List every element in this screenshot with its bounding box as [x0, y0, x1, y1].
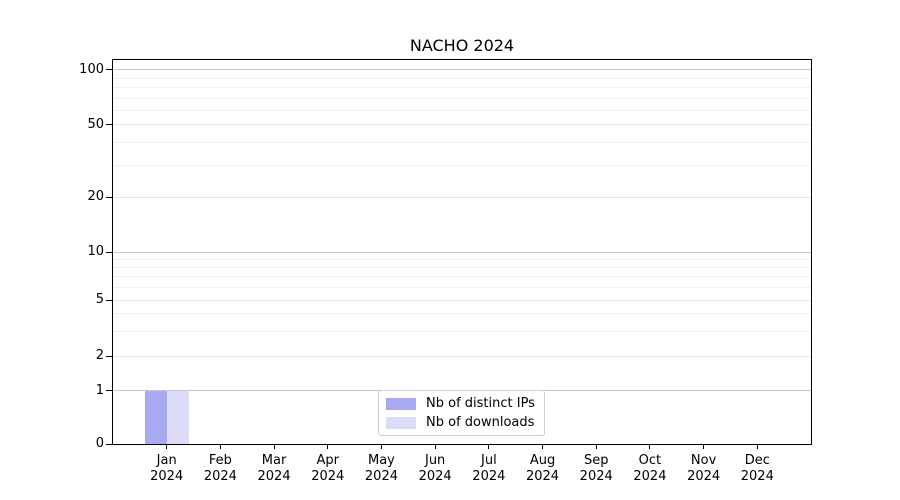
x-tick-month: Mar: [261, 453, 287, 468]
legend-swatch: [386, 416, 416, 429]
x-tick-mark: [380, 444, 382, 449]
x-tick-year: 2024: [472, 469, 506, 484]
x-tick-label: Aug 2024: [508, 453, 578, 485]
chart-title: NACHO 2024: [409, 36, 515, 55]
plot-area: [106, 59, 812, 449]
x-tick-month: Aug: [529, 453, 556, 468]
x-tick-year: 2024: [687, 469, 721, 484]
legend-entry: Nb of downloads: [386, 415, 535, 430]
x-tick-label: Oct 2024: [615, 453, 685, 485]
x-tick-year: 2024: [418, 469, 452, 484]
gridline-minor: [113, 87, 811, 89]
x-tick-mark: [649, 444, 651, 449]
legend-label: Nb of downloads: [426, 415, 535, 430]
x-tick-year: 2024: [257, 469, 291, 484]
x-tick-month: Nov: [690, 453, 717, 468]
x-tick-year: 2024: [633, 469, 667, 484]
legend-entry: Nb of distinct IPs: [386, 396, 535, 411]
gridline-major: [113, 124, 811, 126]
legend: Nb of distinct IPs Nb of downloads: [378, 390, 545, 436]
gridline-minor: [113, 109, 811, 111]
y-tick-mark: [106, 390, 113, 392]
x-tick-label: Jun 2024: [400, 453, 470, 485]
x-tick-year: 2024: [525, 469, 560, 484]
gridline-major: [113, 355, 811, 357]
x-tick-mark: [542, 444, 544, 449]
x-tick-mark: [703, 444, 705, 449]
x-tick-month: Oct: [638, 453, 662, 468]
x-tick-label: Mar 2024: [239, 453, 309, 485]
x-tick-year: 2024: [311, 469, 345, 484]
y-tick-mark: [106, 299, 113, 301]
gridline-minor: [113, 141, 811, 143]
gridline-minor: [113, 286, 811, 288]
y-tick-label: 20: [87, 189, 104, 204]
gridline-minor: [113, 97, 811, 99]
x-tick-label: Nov 2024: [669, 453, 739, 485]
x-tick-label: Apr 2024: [293, 453, 363, 485]
x-tick-mark: [327, 444, 329, 449]
x-tick-label: May 2024: [346, 453, 416, 485]
x-tick-label: Jan 2024: [132, 453, 202, 485]
x-tick-mark: [595, 444, 597, 449]
x-tick-year: 2024: [203, 469, 237, 484]
y-tick-mark: [106, 196, 113, 198]
legend-swatch: [386, 397, 416, 410]
x-tick-month: Apr: [316, 453, 340, 468]
x-tick-mark: [273, 444, 275, 449]
y-tick-label: 0: [95, 436, 104, 451]
x-tick-month: Sep: [583, 453, 609, 468]
x-tick-month: Dec: [744, 453, 770, 468]
x-tick-mark: [166, 444, 168, 449]
gridline-minor: [113, 330, 811, 332]
x-tick-year: 2024: [579, 469, 613, 484]
x-tick-mark: [756, 444, 758, 449]
x-tick-mark: [488, 444, 490, 449]
x-tick-month: Jan: [156, 453, 177, 468]
x-tick-label: Feb 2024: [185, 453, 255, 485]
y-tick-label: 2: [95, 347, 104, 363]
y-tick-mark: [106, 355, 113, 357]
bar-downloads: [166, 390, 189, 444]
x-tick-mark: [434, 444, 436, 449]
x-tick-month: Jun: [424, 453, 446, 468]
x-tick-month: May: [368, 453, 395, 468]
bar-distinct-ips: [144, 390, 167, 444]
gridline-minor: [113, 267, 811, 269]
gridline-major: [113, 251, 811, 253]
y-tick-label: 10: [87, 244, 104, 260]
gridline-minor: [113, 259, 811, 261]
gridline-minor: [113, 276, 811, 278]
gridline-minor: [113, 313, 811, 315]
x-tick-month: Jul: [481, 453, 497, 468]
y-tick-label: 100: [79, 61, 104, 77]
y-tick-mark: [106, 124, 113, 126]
y-tick-mark: [106, 443, 113, 445]
gridline-minor: [113, 164, 811, 166]
x-tick-label: Jul 2024: [454, 453, 524, 485]
y-tick-mark: [106, 69, 113, 71]
x-tick-label: Sep 2024: [561, 453, 631, 485]
y-tick-label: 5: [95, 292, 104, 307]
legend-label: Nb of distinct IPs: [426, 396, 535, 411]
x-tick-mark: [219, 444, 221, 449]
gridline-major: [113, 299, 811, 301]
y-tick-mark: [106, 251, 113, 253]
gridline-major: [113, 69, 811, 71]
y-tick-label: 1: [95, 382, 104, 398]
x-tick-year: 2024: [364, 469, 398, 484]
y-tick-label: 50: [87, 116, 104, 132]
x-tick-year: 2024: [740, 469, 774, 484]
gridline-minor: [113, 77, 811, 79]
x-tick-year: 2024: [150, 469, 184, 484]
x-tick-month: Feb: [208, 453, 232, 468]
x-tick-label: Dec 2024: [722, 453, 792, 485]
gridline-major: [113, 196, 811, 198]
